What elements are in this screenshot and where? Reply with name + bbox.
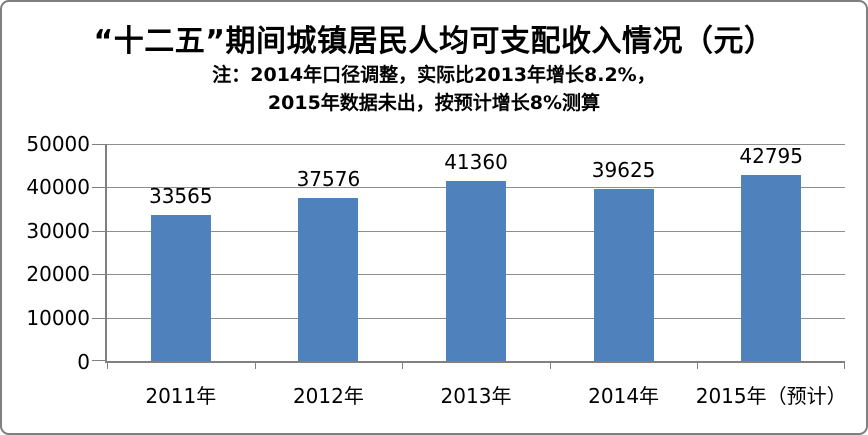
bar-value-label: 42795 bbox=[739, 144, 803, 168]
x-axis-tick bbox=[107, 361, 108, 369]
y-axis-tick-10000 bbox=[92, 317, 105, 319]
chart-subtitle: 注：2014年口径调整，实际比2013年增长8.2%， 2015年数据未出，按预… bbox=[2, 61, 866, 117]
x-axis-category-label: 2013年 bbox=[440, 384, 512, 408]
x-axis-tick bbox=[402, 361, 404, 369]
bar-2015年 bbox=[741, 175, 801, 361]
chart-title: “十二五”期间城镇居民人均可支配收入情况（元） bbox=[93, 24, 775, 59]
y-axis-tick-label: 10000 bbox=[26, 305, 90, 330]
y-axis-tick-label: 20000 bbox=[26, 262, 90, 287]
plot-area: 0 10000 20000 30000 40000 50000 33565 2011年 3757… bbox=[26, 132, 846, 408]
x-axis-category-label: 2012年 bbox=[292, 384, 364, 408]
x-axis-category-label: 2011年 bbox=[145, 384, 217, 408]
bar-value-label: 37576 bbox=[296, 167, 361, 191]
y-axis-tick-label: 40000 bbox=[26, 175, 90, 200]
gridline-50000 bbox=[107, 144, 845, 145]
bar-2012年 bbox=[298, 198, 358, 361]
y-axis-tick-50000 bbox=[92, 144, 105, 145]
x-axis-tick bbox=[844, 361, 845, 369]
y-axis-tick-label: 50000 bbox=[26, 132, 90, 156]
bar-2014年 bbox=[594, 189, 654, 361]
x-axis-category-label: 2015年（预计） bbox=[695, 384, 847, 408]
y-axis-tick-0 bbox=[92, 360, 105, 361]
y-axis-tick-label: 0 bbox=[77, 350, 90, 374]
chart-subtitle-line2: 2015年数据未出，按预计增长8%测算 bbox=[267, 92, 601, 114]
y-axis-tick-20000 bbox=[92, 274, 105, 276]
x-axis-tick bbox=[254, 361, 256, 369]
chart-subtitle-line1: 注：2014年口径调整，实际比2013年增长8.2%， bbox=[212, 64, 656, 86]
bar-value-label: 39625 bbox=[591, 158, 656, 182]
x-axis-tick bbox=[549, 361, 551, 369]
bar-2013年 bbox=[446, 181, 506, 361]
x-axis-tick bbox=[697, 361, 699, 369]
y-axis-tick-label: 30000 bbox=[26, 218, 90, 243]
bar-value-label: 33565 bbox=[148, 184, 213, 208]
bar-value-label: 41360 bbox=[444, 150, 508, 174]
bar-2011年 bbox=[151, 215, 211, 361]
y-axis-tick-30000 bbox=[92, 230, 105, 232]
x-axis-category-label: 2014年 bbox=[588, 384, 660, 408]
y-axis-tick-40000 bbox=[92, 187, 105, 189]
